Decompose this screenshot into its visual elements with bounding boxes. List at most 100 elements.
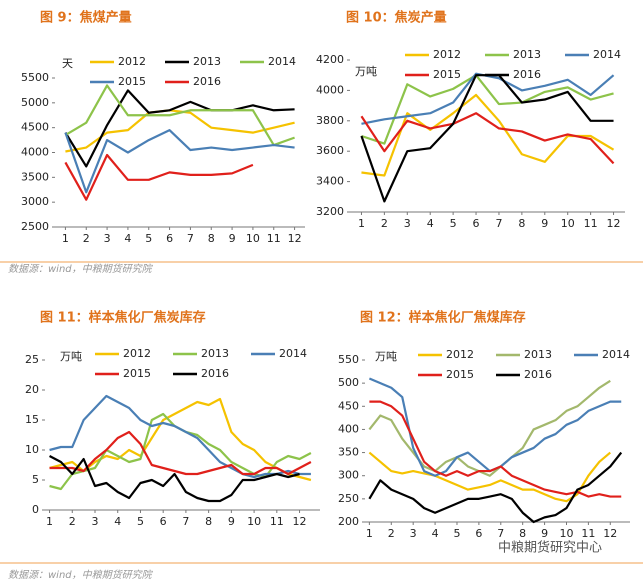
unit-label: 天 [62, 57, 73, 70]
series-line [64, 89, 295, 168]
x-tick-label: 7 [497, 527, 504, 540]
source: 数据源：wind，中粮期货研究院 [8, 263, 154, 275]
legend-label: 2014 [279, 347, 307, 360]
series-line [360, 74, 614, 203]
legend-label: 2014 [602, 348, 630, 361]
legend-label: 2016 [201, 367, 229, 380]
legend-label: 2012 [446, 348, 474, 361]
x-tick-label: 7 [187, 232, 194, 245]
series-line [49, 455, 300, 503]
y-tick-label: 450 [338, 399, 359, 412]
x-tick-label: 11 [270, 515, 284, 528]
x-tick-label: 9 [541, 217, 548, 230]
x-tick-label: 2 [83, 232, 90, 245]
y-tick-label: 350 [338, 446, 359, 459]
x-tick-label: 9 [541, 527, 548, 540]
legend-label: 2015 [123, 367, 151, 380]
unit-label: 万吨 [355, 65, 377, 78]
x-tick-label: 10 [246, 232, 260, 245]
watermark: 中粮期货研究中心 [498, 540, 602, 556]
legend-label: 2012 [118, 55, 146, 68]
series-line [368, 379, 611, 477]
x-tick-label: 8 [205, 515, 212, 528]
y-tick-label: 5 [32, 473, 39, 486]
y-tick-label: 3000 [21, 195, 49, 208]
series-line [368, 451, 611, 503]
x-tick-label: 4 [432, 527, 439, 540]
x-tick-label: 1 [62, 232, 69, 245]
y-tick-label: 5500 [21, 71, 49, 84]
legend-label: 2013 [201, 347, 229, 360]
x-tick-label: 11 [267, 232, 281, 245]
x-tick-label: 11 [584, 217, 598, 230]
x-tick-label: 10 [559, 527, 573, 540]
chart-title: 图 10：焦炭产量 [346, 10, 447, 26]
x-tick-label: 2 [388, 527, 395, 540]
legend-label: 2015 [446, 368, 474, 381]
y-tick-label: 5000 [21, 96, 49, 109]
legend-label: 2016 [193, 75, 221, 88]
x-tick-label: 6 [160, 515, 167, 528]
unit-label: 万吨 [60, 350, 82, 363]
legend-label: 2013 [193, 55, 221, 68]
legend-label: 2013 [513, 48, 541, 61]
x-tick-label: 8 [518, 217, 525, 230]
x-tick-label: 8 [519, 527, 526, 540]
series-line [64, 153, 254, 201]
legend-label: 2013 [524, 348, 552, 361]
legend-label: 2012 [433, 48, 461, 61]
legend-label: 2015 [433, 68, 461, 81]
y-tick-label: 400 [338, 422, 359, 435]
y-tick-label: 300 [338, 469, 359, 482]
series-line [64, 84, 295, 147]
y-tick-label: 4200 [316, 53, 344, 66]
x-tick-label: 12 [607, 217, 621, 230]
legend-label: 2014 [268, 55, 296, 68]
legend-label: 2016 [524, 368, 552, 381]
x-tick-label: 1 [366, 527, 373, 540]
x-tick-label: 4 [124, 232, 131, 245]
x-tick-label: 9 [229, 232, 236, 245]
series-line [65, 109, 295, 153]
series-line [49, 430, 312, 476]
series-line [49, 412, 312, 491]
series-line [368, 451, 623, 524]
x-tick-label: 5 [145, 232, 152, 245]
y-tick-label: 25 [25, 353, 39, 366]
x-tick-label: 12 [603, 527, 617, 540]
x-tick-label: 3 [104, 232, 111, 245]
y-tick-label: 550 [338, 353, 359, 366]
y-tick-label: 0 [32, 503, 39, 516]
unit-label: 万吨 [375, 350, 397, 363]
x-tick-label: 5 [450, 217, 457, 230]
x-tick-label: 1 [46, 515, 53, 528]
y-tick-label: 2500 [21, 220, 49, 233]
y-tick-label: 4500 [21, 121, 49, 134]
y-tick-label: 500 [338, 376, 359, 389]
x-tick-label: 6 [473, 217, 480, 230]
x-tick-label: 3 [404, 217, 411, 230]
x-tick-label: 5 [453, 527, 460, 540]
y-tick-label: 15 [25, 413, 39, 426]
chart-title: 图 11：样本焦化厂焦炭库存 [40, 310, 206, 326]
series-line [360, 112, 615, 165]
x-tick-label: 2 [69, 515, 76, 528]
legend-label: 2014 [593, 48, 621, 61]
y-tick-label: 20 [25, 383, 39, 396]
chart-title: 图 12：样本焦化厂焦煤库存 [360, 310, 526, 326]
y-tick-label: 200 [338, 515, 359, 528]
x-tick-label: 11 [581, 527, 595, 540]
y-tick-label: 3200 [316, 205, 344, 218]
x-tick-label: 1 [358, 217, 365, 230]
legend-label: 2016 [513, 68, 541, 81]
x-tick-label: 12 [288, 232, 302, 245]
series-line [361, 74, 614, 145]
y-tick-label: 10 [25, 443, 39, 456]
legend-label: 2012 [123, 347, 151, 360]
x-tick-label: 3 [92, 515, 99, 528]
y-tick-label: 4000 [316, 83, 344, 96]
y-tick-label: 3500 [21, 170, 49, 183]
x-tick-label: 12 [293, 515, 307, 528]
x-tick-label: 6 [475, 527, 482, 540]
